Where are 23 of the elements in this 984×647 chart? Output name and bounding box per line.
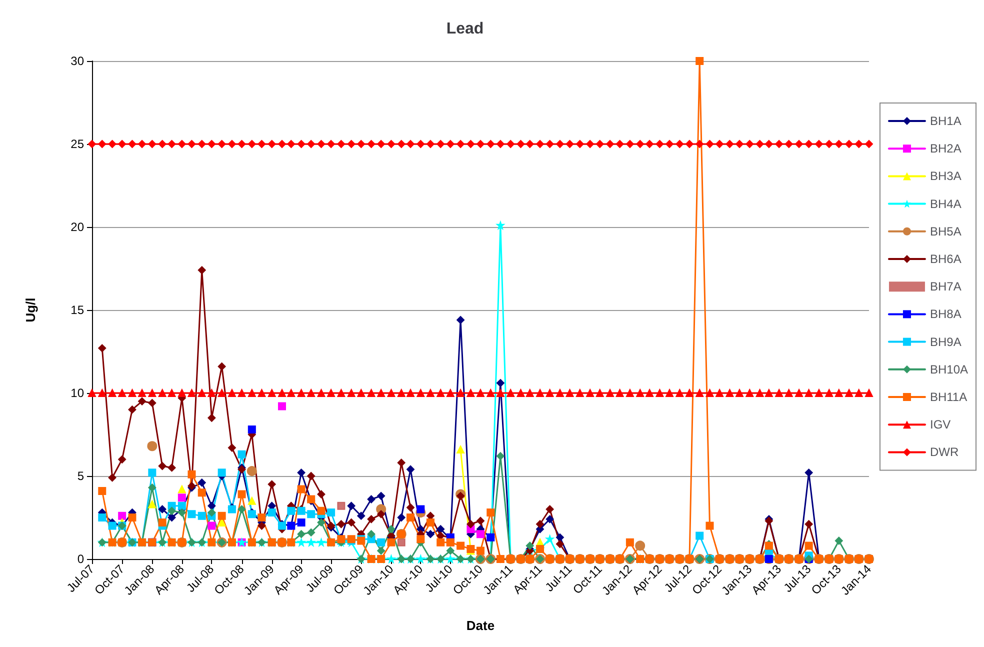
legend-label: BH3A — [930, 169, 962, 184]
legend-label: BH9A — [930, 334, 962, 349]
y-tick-label: 20 — [70, 220, 84, 234]
legend-label: BH8A — [930, 307, 962, 322]
y-tick-label: 25 — [70, 137, 84, 151]
y-tick-label: 15 — [70, 303, 84, 317]
legend-label: BH5A — [930, 224, 962, 238]
legend-label: BH11A — [930, 390, 968, 404]
legend-label: BH2A — [930, 142, 962, 156]
y-axis-title: Ug/l — [23, 298, 38, 322]
y-tick-label: 10 — [70, 386, 84, 400]
legend-label: BH7A — [930, 280, 962, 294]
legend-label: DWR — [930, 445, 959, 460]
legend-label: BH6A — [930, 252, 962, 266]
y-tick-label: 5 — [77, 469, 84, 483]
y-tick-label: 30 — [70, 54, 84, 68]
chart-title: Lead — [446, 20, 484, 38]
y-tick-label: 0 — [77, 552, 84, 566]
x-axis-title: Date — [466, 618, 495, 633]
legend-label: BH4A — [930, 196, 962, 211]
legend-label: IGV — [930, 418, 951, 432]
legend-label: BH1A — [930, 114, 962, 128]
legend-label: BH10A — [930, 362, 968, 376]
